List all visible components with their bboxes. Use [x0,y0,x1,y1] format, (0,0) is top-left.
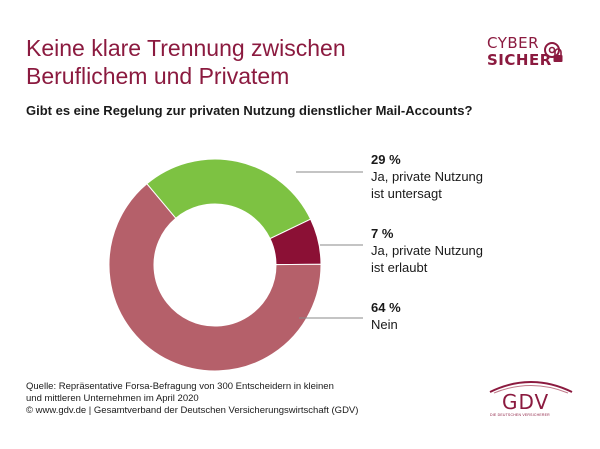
label-untersagt-line-2: ist untersagt [371,186,442,201]
logo-line-1: CYBER [487,34,540,52]
footer-line-2: und mittleren Unternehmen im April 2020 [26,393,199,404]
label-nein-line-1: Nein [371,317,398,332]
label-erlaubt: 7 % Ja, private Nutzung ist erlaubt [371,225,531,276]
slice-untersagt [146,158,312,240]
label-nein-value: 64 % [371,300,401,315]
label-untersagt-line-1: Ja, private Nutzung [371,169,484,184]
cybersicher-logo: CYBER SICHER [487,34,577,74]
gdv-wordmark: GDV [502,390,550,414]
label-untersagt: 29 % Ja, private Nutzung ist untersagt [371,151,531,202]
title-line-2: Beruflichem und Privatem [26,63,290,89]
footer-line-1: Quelle: Repräsentative Forsa-Befragung v… [26,381,334,392]
slice-nein [108,183,322,372]
chart-question: Gibt es eine Regelung zur privaten Nutzu… [26,103,473,118]
label-nein: 64 % Nein [371,299,531,333]
label-erlaubt-line-2: ist erlaubt [371,260,428,275]
title-line-1: Keine klare Trennung zwischen [26,35,346,61]
gdv-arc-icon [489,381,573,394]
label-untersagt-value: 29 % [371,152,401,167]
logo-line-2: SICHER [487,51,552,69]
label-erlaubt-value: 7 % [371,226,394,241]
lock-at-icon [544,42,563,62]
gdv-logo: GDV DIE DEUTSCHEN VERSICHERER [486,378,576,418]
gdv-tagline: DIE DEUTSCHEN VERSICHERER [490,413,550,417]
chart-title: Keine klare Trennung zwischen Berufliche… [26,34,446,90]
footer-line-3: © www.gdv.de | Gesamtverband der Deutsch… [26,405,359,416]
label-erlaubt-line-1: Ja, private Nutzung [371,243,484,258]
source-footer: Quelle: Repräsentative Forsa-Befragung v… [26,381,426,417]
